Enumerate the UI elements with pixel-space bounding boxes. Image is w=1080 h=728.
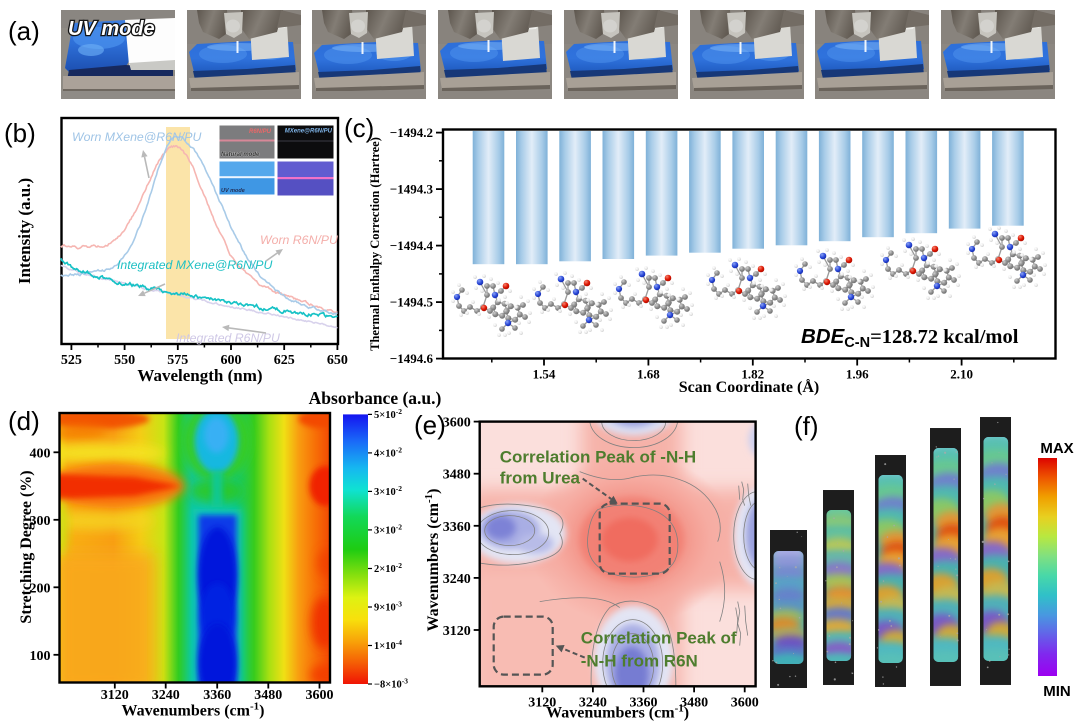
svg-text:1.68: 1.68: [637, 367, 660, 382]
svg-text:200: 200: [30, 581, 51, 596]
svg-text:MAX: MAX: [1040, 440, 1073, 457]
svg-text:Thermal Enthalpy Correction (H: Thermal Enthalpy Correction (Hartree): [368, 137, 382, 351]
svg-text:3600: 3600: [306, 688, 334, 703]
svg-text:−1494.3: −1494.3: [390, 182, 434, 197]
svg-text:−1494.2: −1494.2: [390, 125, 433, 140]
svg-text:UV mode: UV mode: [68, 18, 155, 40]
svg-text:1.54: 1.54: [533, 367, 556, 382]
svg-text:3360: 3360: [203, 688, 231, 703]
svg-text:600: 600: [221, 353, 242, 368]
svg-text:R6N/PU: R6N/PU: [249, 129, 272, 135]
svg-text:625: 625: [274, 353, 295, 368]
svg-text:550: 550: [114, 353, 135, 368]
svg-text:300: 300: [30, 514, 51, 529]
svg-text:3480: 3480: [680, 695, 708, 710]
svg-text:3360: 3360: [443, 520, 471, 535]
svg-text:-N-H from R6N: -N-H from R6N: [581, 652, 698, 671]
svg-text:Worn MXene@R6N/PU: Worn MXene@R6N/PU: [72, 130, 201, 144]
svg-text:Natural mode: Natural mode: [221, 152, 260, 158]
svg-text:1.96: 1.96: [846, 367, 869, 382]
svg-text:3240: 3240: [152, 688, 180, 703]
svg-text:Integrated MXene@R6N/PU: Integrated MXene@R6N/PU: [117, 258, 272, 272]
svg-text:3600: 3600: [443, 416, 471, 431]
svg-text:650: 650: [327, 353, 348, 368]
svg-text:3120: 3120: [528, 695, 556, 710]
svg-text:Correlation Peak of -N-H: Correlation Peak of -N-H: [500, 448, 696, 467]
svg-text:3×10-2: 3×10-2: [374, 522, 402, 536]
svg-text:Absorbance (a.u.): Absorbance (a.u.): [309, 390, 442, 408]
svg-text:Wavenumbers (cm-1): Wavenumbers (cm-1): [122, 701, 265, 720]
svg-text:Integrated R6N/PU: Integrated R6N/PU: [176, 331, 280, 345]
svg-text:MXene@R6N/PU: MXene@R6N/PU: [285, 129, 333, 135]
svg-text:525: 525: [61, 353, 82, 368]
svg-text:2×10-2: 2×10-2: [374, 561, 402, 575]
svg-text:3480: 3480: [254, 688, 282, 703]
svg-text:3480: 3480: [443, 468, 471, 483]
svg-text:−1494.6: −1494.6: [390, 351, 434, 366]
svg-text:Wavelength (nm): Wavelength (nm): [137, 366, 262, 385]
svg-text:5×10-2: 5×10-2: [374, 407, 402, 421]
svg-text:400: 400: [30, 446, 51, 461]
svg-text:−1494.5: −1494.5: [390, 295, 434, 310]
svg-text:3240: 3240: [443, 572, 471, 587]
svg-text:3120: 3120: [101, 688, 129, 703]
svg-text:1.82: 1.82: [741, 367, 764, 382]
svg-text:from Urea: from Urea: [500, 469, 581, 488]
svg-text:Worn R6N/PU: Worn R6N/PU: [260, 233, 338, 247]
svg-text:3600: 3600: [731, 695, 759, 710]
svg-text:Scan Coordinate (Å): Scan Coordinate (Å): [679, 378, 819, 396]
svg-text:UV mode: UV mode: [221, 188, 245, 194]
svg-text:−8×10-3: −8×10-3: [374, 677, 408, 691]
svg-text:Stretching Degree (%): Stretching Degree (%): [18, 470, 35, 623]
svg-text:1×10-4: 1×10-4: [374, 638, 402, 652]
svg-text:3360: 3360: [630, 695, 658, 710]
svg-text:Correlation Peak of: Correlation Peak of: [581, 629, 737, 648]
svg-text:Wavenumbers (cm-1): Wavenumbers (cm-1): [546, 702, 689, 721]
svg-text:3240: 3240: [579, 695, 607, 710]
svg-text:3×10-2: 3×10-2: [374, 484, 402, 498]
svg-text:−1494.4: −1494.4: [390, 238, 434, 253]
svg-text:Wavenumbers (cm-1): Wavenumbers (cm-1): [423, 489, 442, 632]
svg-text:3120: 3120: [443, 624, 471, 639]
svg-text:2.10: 2.10: [950, 367, 973, 382]
svg-text:575: 575: [167, 353, 188, 368]
svg-text:9×10-3: 9×10-3: [374, 600, 402, 614]
svg-text:MIN: MIN: [1043, 683, 1071, 700]
svg-text:BDEC-N=128.72 kcal/mol: BDEC-N=128.72 kcal/mol: [801, 325, 1019, 351]
svg-text:Intensity (a.u.): Intensity (a.u.): [15, 178, 34, 284]
svg-text:4×10-2: 4×10-2: [374, 445, 402, 459]
svg-text:100: 100: [30, 649, 51, 664]
